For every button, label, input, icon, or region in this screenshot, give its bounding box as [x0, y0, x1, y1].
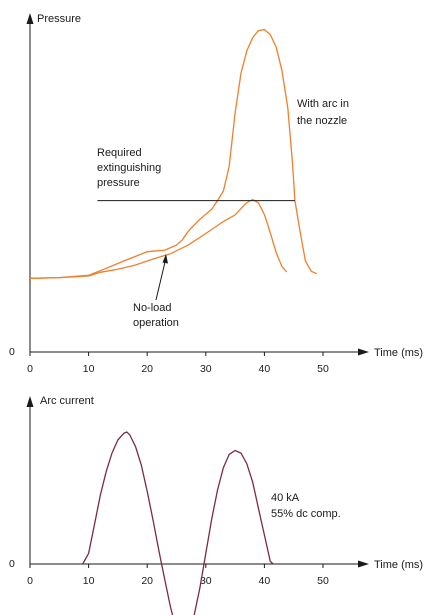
pressure-y-axis — [26, 13, 34, 352]
pressure-y-arrow — [26, 13, 34, 24]
current-x-arrow — [358, 560, 369, 568]
annotation-with-arc-line2: the nozzle — [297, 115, 347, 127]
pressure-x-ticks: 0 10 20 30 40 50 — [27, 352, 329, 375]
current-x-tick-label: 30 — [200, 575, 212, 587]
current-x-tick-label: 0 — [27, 575, 33, 587]
annotation-required-line3: pressure — [97, 177, 140, 189]
no-load-pointer-arrowhead — [162, 254, 168, 264]
annotation-required-line1: Required — [97, 147, 142, 159]
current-origin-label: 0 — [9, 558, 15, 570]
pressure-x-label: Time (ms) — [374, 347, 423, 359]
annotation-with-arc-line1: With arc in — [297, 98, 349, 110]
current-x-tick-label: 40 — [259, 575, 271, 587]
pressure-x-axis — [30, 348, 369, 356]
current-y-axis — [26, 396, 34, 564]
arc-current-chart: Arc current Time (ms) 0 0 10 20 30 40 50 40 k… — [9, 395, 423, 615]
current-x-tick-label: 50 — [317, 575, 329, 587]
pressure-x-tick-label: 50 — [317, 363, 329, 375]
series-line-arc-current — [82, 431, 274, 615]
pressure-x-tick-label: 20 — [141, 363, 153, 375]
no-load-pointer — [155, 261, 166, 301]
annotation-current-line1: 40 kA — [271, 492, 300, 504]
current-x-label: Time (ms) — [374, 559, 423, 571]
pressure-origin-label: 0 — [9, 346, 15, 358]
pressure-y-label: Pressure — [37, 13, 81, 25]
pressure-chart: Pressure Time (ms) 0 0 10 20 30 40 50 With ar… — [9, 13, 423, 375]
current-x-axis — [30, 560, 369, 568]
series-line-with-arc — [29, 28, 317, 279]
pressure-x-tick-label: 0 — [27, 363, 33, 375]
pressure-x-arrow — [358, 348, 369, 356]
current-x-ticks: 0 10 20 30 40 50 — [27, 564, 329, 587]
annotation-current-line2: 55% dc comp. — [271, 508, 341, 520]
annotation-no-load-line2: operation — [133, 317, 179, 329]
pressure-x-tick-label: 30 — [200, 363, 212, 375]
current-y-label: Arc current — [40, 395, 94, 407]
current-x-tick-label: 10 — [83, 575, 95, 587]
series-line-no-load — [29, 198, 288, 279]
annotation-no-load-line1: No-load — [133, 302, 172, 314]
current-y-arrow — [26, 396, 34, 407]
annotation-required-line2: extinguishing — [97, 162, 161, 174]
pressure-x-tick-label: 40 — [259, 363, 271, 375]
current-x-tick-label: 20 — [141, 575, 153, 587]
pressure-x-tick-label: 10 — [83, 363, 95, 375]
